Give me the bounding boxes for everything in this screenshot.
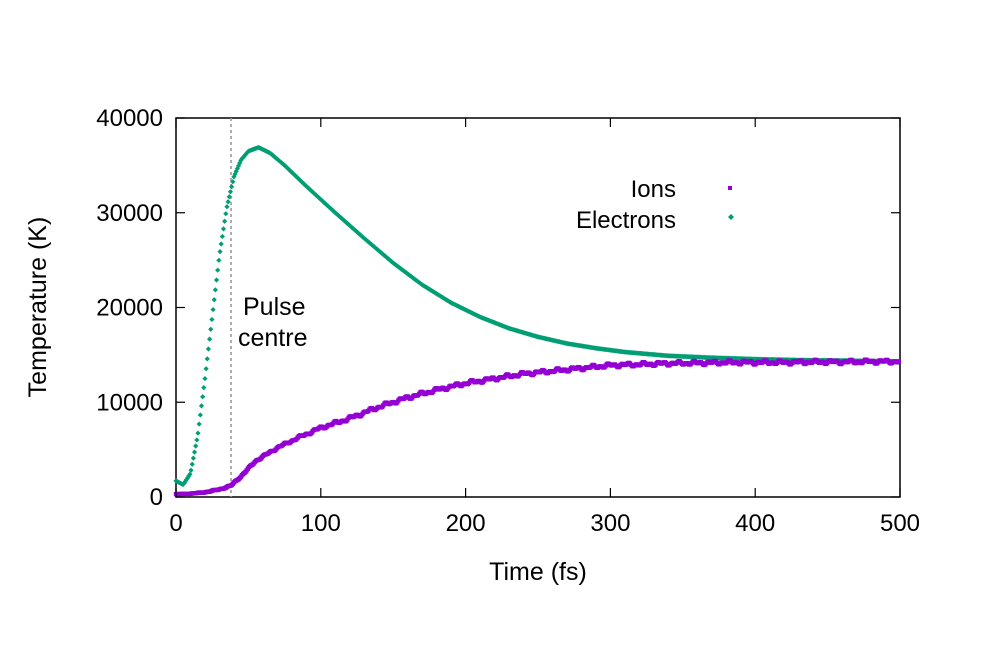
legend-marker-electrons xyxy=(728,214,734,220)
electron-point xyxy=(196,421,202,427)
electron-point xyxy=(213,277,220,283)
annotation-line-2: centre xyxy=(238,324,307,352)
electron-point xyxy=(208,326,214,332)
y-tick-label: 20000 xyxy=(96,295,163,322)
electron-point xyxy=(187,471,193,477)
electron-point xyxy=(189,461,195,467)
electron-point xyxy=(224,204,230,210)
y-axis-label: Temperature (K) xyxy=(24,217,52,398)
electron-point xyxy=(211,297,217,303)
y-tick-label: 0 xyxy=(150,484,163,511)
legend-label-ions: Ions xyxy=(631,176,676,203)
electron-point xyxy=(197,412,203,418)
electron-point xyxy=(191,449,198,455)
electron-point xyxy=(225,199,231,205)
x-tick-label: 0 xyxy=(169,510,182,537)
x-tick-label: 200 xyxy=(446,510,486,537)
electron-point xyxy=(190,455,196,461)
legend: Ions Electrons xyxy=(576,176,734,234)
electron-point xyxy=(216,257,222,263)
x-tick-label: 300 xyxy=(590,510,630,537)
electron-point xyxy=(230,179,236,185)
electron-point xyxy=(219,233,225,240)
electron-point xyxy=(203,366,209,372)
electron-point xyxy=(198,403,205,409)
electron-point xyxy=(217,248,223,255)
legend-marker-ions xyxy=(728,186,732,190)
electron-point xyxy=(193,443,199,449)
electron-point xyxy=(181,480,187,486)
electron-point xyxy=(222,218,228,224)
y-tick-label: 10000 xyxy=(96,389,163,416)
x-tick-label: 400 xyxy=(735,510,775,537)
electron-point xyxy=(220,226,227,232)
annotation-line-1: Pulse xyxy=(243,293,306,321)
electron-point xyxy=(195,430,201,436)
electron-point xyxy=(188,467,194,473)
electron-point xyxy=(215,267,221,273)
x-axis-label: Time (fs) xyxy=(489,558,587,586)
series-electrons xyxy=(173,144,902,488)
y-tick-label: 30000 xyxy=(96,200,163,227)
electron-point xyxy=(205,346,212,352)
electron-point xyxy=(202,375,208,382)
electron-point xyxy=(200,394,206,400)
x-tick-label: 500 xyxy=(880,510,920,537)
electron-point xyxy=(226,194,232,200)
electron-point xyxy=(210,306,216,313)
electron-point xyxy=(229,184,235,190)
electron-point xyxy=(184,475,191,481)
electron-point xyxy=(204,356,210,362)
electron-point xyxy=(212,287,218,293)
ion-point xyxy=(896,359,902,364)
y-axis-ticks: 0 10000 20000 30000 40000 xyxy=(96,105,900,511)
electron-point xyxy=(218,241,224,247)
y-tick-label: 40000 xyxy=(96,105,163,132)
x-tick-label: 100 xyxy=(301,510,341,537)
electron-point xyxy=(206,336,213,342)
electron-point xyxy=(223,211,229,217)
electron-point xyxy=(227,189,234,195)
electron-point xyxy=(194,437,200,443)
electron-point xyxy=(201,385,207,391)
series-ions xyxy=(173,357,902,497)
electron-point xyxy=(209,316,215,323)
x-axis-ticks: 0 100 200 300 400 500 xyxy=(169,118,920,537)
legend-label-electrons: Electrons xyxy=(576,207,676,234)
